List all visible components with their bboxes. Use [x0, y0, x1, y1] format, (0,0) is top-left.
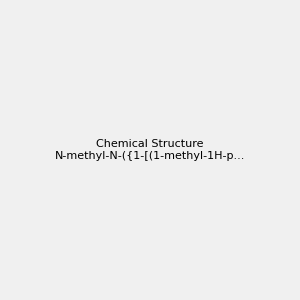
Text: Chemical Structure
N-methyl-N-({1-[(1-methyl-1H-p...: Chemical Structure N-methyl-N-({1-[(1-me…: [55, 139, 245, 161]
